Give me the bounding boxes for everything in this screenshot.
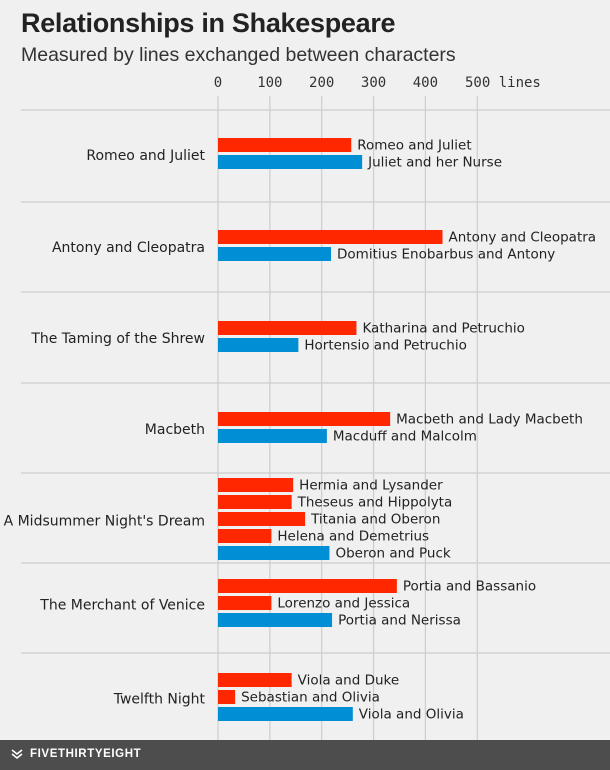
bar-label: Viola and Duke — [298, 673, 400, 689]
bar — [218, 495, 292, 509]
play-label: The Merchant of Venice — [39, 598, 205, 614]
bar — [218, 690, 236, 704]
bar — [218, 155, 363, 169]
bar — [218, 613, 333, 627]
bar-label: Theseus and Hippolyta — [297, 495, 453, 511]
bar-label: Macbeth and Lady Macbeth — [396, 412, 583, 428]
bar-label: Oberon and Puck — [335, 546, 450, 562]
bar-label: Hortensio and Petruchio — [304, 338, 467, 354]
bar — [218, 478, 294, 492]
bar-label: Helena and Demetrius — [277, 529, 429, 545]
bar — [218, 138, 352, 152]
x-tick-label: 100 — [257, 75, 282, 91]
bar-label: Juliet and her Nurse — [367, 155, 502, 171]
play-label: Twelfth Night — [113, 692, 206, 708]
bar-label: Hermia and Lysander — [299, 478, 443, 494]
bar — [218, 529, 272, 543]
x-tick-label: 300 — [361, 75, 386, 91]
play-label: The Taming of the Shrew — [30, 331, 205, 347]
bar-label: Romeo and Juliet — [357, 138, 471, 154]
bar — [218, 247, 332, 261]
play-label: Macbeth — [145, 422, 205, 438]
chart-subtitle: Measured by lines exchanged between char… — [21, 44, 456, 66]
bar — [218, 596, 272, 610]
bar-label: Macduff and Malcolm — [333, 429, 477, 445]
chart-title: Relationships in Shakespeare — [21, 8, 396, 38]
play-label: Antony and Cleopatra — [52, 240, 205, 256]
fivethirtyeight-logo-icon — [11, 749, 23, 760]
bar-label: Titania and Oberon — [310, 512, 440, 528]
brand-name: FIVETHIRTYEIGHT — [30, 748, 142, 760]
x-tick-label: 200 — [309, 75, 334, 91]
bar — [218, 512, 306, 526]
bar — [218, 579, 397, 593]
bar-chart: 0 100 200 300 400 500 lines Romeo and Juliet Ro… — [4, 75, 610, 740]
bar — [218, 321, 357, 335]
bar-label: Sebastian and Olivia — [241, 690, 380, 706]
x-tick-label: 0 — [214, 75, 222, 91]
bar-label: Katharina and Petruchio — [362, 321, 524, 337]
bar — [218, 412, 391, 426]
bar — [218, 429, 327, 443]
bar — [218, 707, 353, 721]
x-tick-label: 500 lines — [465, 75, 541, 91]
bar-label: Viola and Olivia — [359, 707, 464, 723]
bar-label: Portia and Bassanio — [403, 579, 536, 595]
play-label: Romeo and Juliet — [86, 148, 205, 164]
footer-bar: FIVETHIRTYEIGHT — [0, 740, 610, 770]
bar — [218, 230, 443, 244]
play-label: A Midsummer Night's Dream — [4, 514, 205, 530]
bar-label: Portia and Nerissa — [338, 613, 461, 629]
bar — [218, 338, 299, 352]
bar — [218, 673, 292, 687]
bar-label: Antony and Cleopatra — [449, 230, 597, 246]
bar-label: Domitius Enobarbus and Antony — [337, 247, 555, 263]
x-tick-label: 400 — [413, 75, 438, 91]
bar-label: Lorenzo and Jessica — [277, 596, 410, 612]
bar — [218, 546, 330, 560]
